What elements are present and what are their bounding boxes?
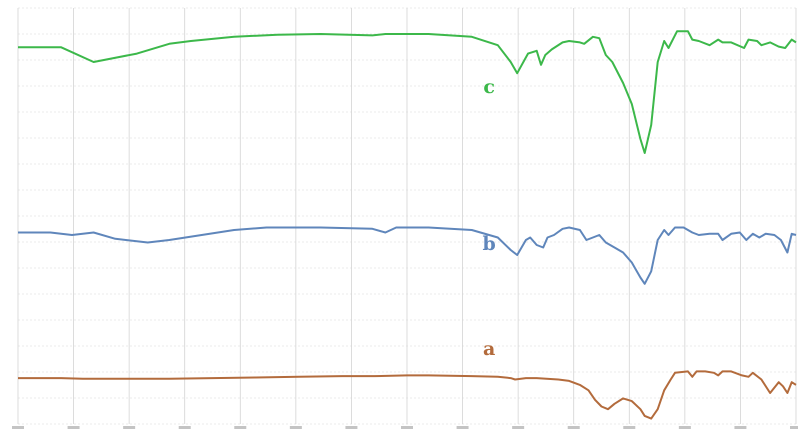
x-tick-mark <box>512 426 525 429</box>
trace-label-c: c <box>483 76 495 98</box>
x-tick-mark <box>456 426 469 429</box>
x-tick-mark <box>289 426 302 429</box>
x-tick-mark <box>345 426 358 429</box>
x-tick-mark <box>67 426 80 429</box>
x-tick-mark <box>12 426 24 429</box>
series-line-c <box>18 30 797 154</box>
trace-label-a: a <box>483 338 495 360</box>
series-line-a <box>18 370 797 420</box>
series-layer <box>18 30 797 420</box>
x-tick-mark <box>734 426 747 429</box>
x-tick-mark <box>790 426 798 429</box>
x-tick-mark <box>123 426 136 429</box>
x-tick-mark <box>623 426 636 429</box>
x-tick-mark <box>234 426 247 429</box>
x-tick-mark <box>401 426 413 429</box>
series-line-b <box>18 226 797 285</box>
grid-lines <box>17 7 797 425</box>
x-tick-mark <box>678 426 691 429</box>
trace-label-b: b <box>482 233 495 255</box>
trace-labels: c b a <box>482 76 495 360</box>
x-tick-mark <box>178 426 191 429</box>
x-axis-ticks <box>12 426 798 429</box>
x-tick-mark <box>567 426 580 429</box>
